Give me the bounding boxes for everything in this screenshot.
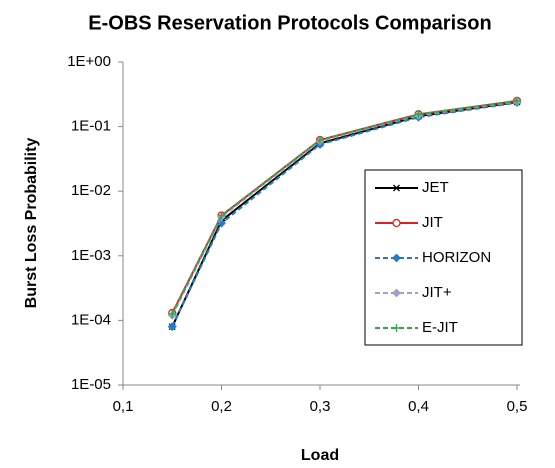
- marker: [392, 253, 401, 263]
- x-tick-label: 0,1: [113, 398, 134, 415]
- legend-label: E-JIT: [422, 319, 458, 336]
- x-axis-label: Load: [301, 447, 339, 464]
- x-tick-label: 0,5: [507, 398, 528, 415]
- y-tick-label: 1E-01: [71, 118, 111, 135]
- marker: [513, 96, 521, 105]
- marker: [316, 136, 324, 145]
- marker: [392, 324, 401, 332]
- legend-label: JIT+: [422, 284, 452, 301]
- x-tick-label: 0,2: [211, 398, 232, 415]
- y-tick-label: 1E+00: [67, 53, 111, 70]
- x-tick-label: 0,3: [310, 398, 331, 415]
- marker: [392, 288, 401, 298]
- legend-label: JIT: [422, 214, 443, 231]
- marker: [217, 211, 226, 220]
- y-tick-label: 1E-04: [71, 311, 111, 328]
- marker: [414, 110, 423, 119]
- marker: [392, 218, 401, 228]
- legend-label: JET: [422, 179, 449, 196]
- legend-label: HORIZON: [422, 249, 491, 266]
- chart-title: E-OBS Reservation Protocols Comparison: [88, 12, 491, 34]
- marker: [167, 322, 177, 332]
- marker: [392, 184, 401, 192]
- x-tick-label: 0,4: [408, 398, 429, 415]
- marker: [168, 310, 177, 319]
- y-tick-label: 1E-05: [71, 376, 111, 393]
- y-axis-label: Burst Loss Probability: [23, 138, 40, 309]
- y-tick-label: 1E-03: [71, 247, 111, 264]
- y-tick-label: 1E-02: [71, 182, 111, 199]
